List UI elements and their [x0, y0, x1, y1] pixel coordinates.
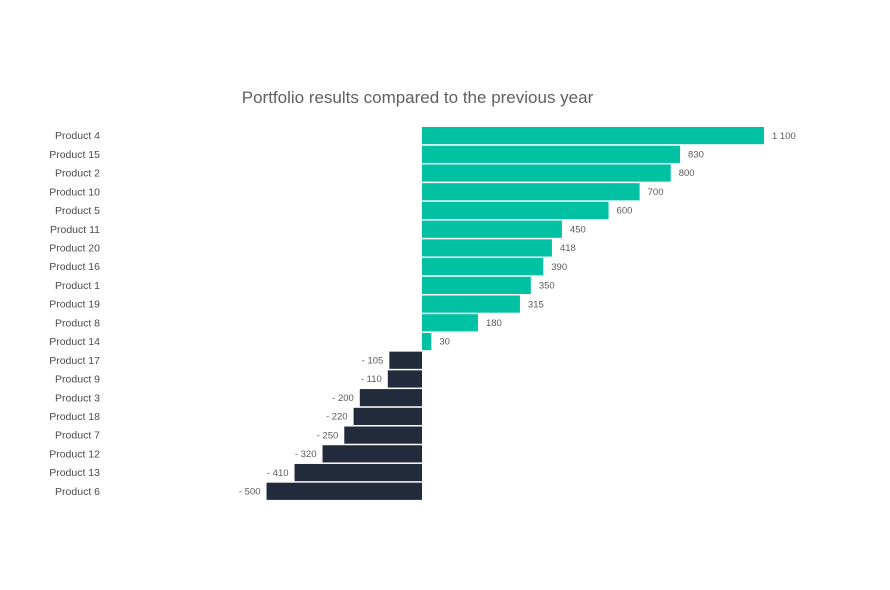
data-label: - 105	[362, 355, 384, 366]
bar	[422, 145, 681, 163]
category-label: Product 2	[55, 168, 100, 180]
data-label: 390	[551, 262, 567, 273]
bar	[422, 239, 552, 257]
data-label: 350	[539, 281, 555, 292]
category-label: Product 13	[49, 467, 100, 479]
category-label: Product 12	[49, 448, 100, 460]
bar	[422, 332, 432, 351]
category-label: Product 7	[55, 430, 100, 442]
category-label: Product 10	[49, 186, 100, 198]
bar	[387, 370, 422, 388]
category-label: Product 19	[49, 299, 100, 311]
category-label: Product 18	[49, 411, 100, 423]
bar	[422, 201, 609, 220]
category-label: Product 3	[55, 392, 100, 404]
data-label: 315	[528, 299, 544, 310]
data-label: 700	[648, 187, 664, 198]
category-label: Product 4	[55, 130, 100, 142]
category-label: Product 14	[49, 336, 100, 348]
category-label: Product 16	[49, 261, 100, 273]
category-label: Product 20	[49, 243, 100, 255]
data-label: 450	[570, 224, 586, 235]
bar	[422, 314, 478, 332]
data-label: - 110	[361, 374, 382, 385]
bar	[389, 351, 422, 369]
data-label: 418	[560, 243, 576, 254]
category-label: Product 5	[55, 205, 100, 217]
data-label: - 250	[317, 430, 339, 441]
data-label: - 220	[326, 412, 348, 423]
category-label: Product 6	[55, 486, 100, 498]
bar	[422, 258, 544, 276]
bar	[294, 463, 422, 482]
bar	[422, 127, 764, 145]
bar	[266, 482, 422, 500]
data-label: 180	[486, 318, 502, 329]
data-label: - 320	[295, 449, 317, 460]
data-label: 830	[688, 150, 704, 161]
category-label: Product 15	[49, 149, 100, 161]
data-label: - 500	[239, 486, 261, 497]
category-label: Product 9	[55, 374, 100, 386]
bar	[422, 183, 640, 201]
data-label: - 200	[332, 393, 354, 404]
data-label: 800	[679, 168, 695, 179]
data-label: 600	[617, 206, 633, 217]
bar	[422, 276, 531, 294]
category-label: Product 8	[55, 317, 100, 329]
bar	[344, 426, 422, 444]
category-label: Product 1	[55, 280, 100, 292]
bar	[322, 445, 422, 463]
category-label: Product 11	[50, 224, 100, 236]
data-label: 30	[439, 337, 450, 348]
category-label: Product 17	[49, 355, 100, 367]
bar	[422, 295, 520, 313]
bar	[422, 164, 671, 182]
bar	[353, 407, 422, 425]
bar	[422, 220, 562, 238]
data-label: 1 100	[772, 131, 796, 142]
data-label: - 410	[267, 468, 289, 479]
bar	[359, 389, 422, 407]
chart-title: Portfolio results compared to the previo…	[241, 88, 594, 107]
